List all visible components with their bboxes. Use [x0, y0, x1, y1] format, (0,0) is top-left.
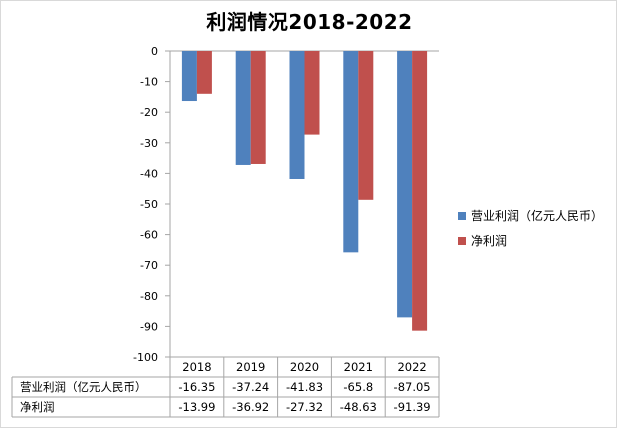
table-header-2019: 2019: [236, 360, 265, 374]
y-tick-label: -50: [140, 198, 158, 211]
table-cell: -36.92: [232, 400, 269, 414]
axis-layer: 0 -10 -20 -30 -40 -50 -60 -70 -80 -90 -100: [133, 45, 439, 364]
table-header-2020: 2020: [290, 360, 319, 374]
data-table: 2018 2019 2020 2021 2022 营业利润（亿元人民币） -16.35 -37…: [11, 356, 440, 418]
y-tick-label: -30: [140, 137, 158, 150]
y-tick-label: 0: [151, 45, 158, 58]
table-row-label: 净利润: [20, 400, 55, 414]
table-cell: -87.05: [394, 380, 431, 394]
table-cell: -41.83: [286, 380, 323, 394]
bar-operating-profit-2019: [235, 51, 251, 165]
bar-operating-profit-2018: [181, 51, 197, 102]
y-tick-label: -40: [140, 167, 158, 180]
bar-layer: [181, 51, 428, 331]
table-cell: -37.24: [232, 380, 269, 394]
legend-swatch-operating-profit: [458, 212, 466, 220]
table-cell: -91.39: [394, 400, 431, 414]
y-tick-label: -20: [140, 106, 158, 119]
table-cell: -48.63: [340, 400, 377, 414]
y-tick-label: -70: [140, 259, 158, 272]
table-header-2021: 2021: [344, 360, 373, 374]
table-cell: -16.35: [178, 380, 215, 394]
chart-title: 利润情况2018-2022: [206, 10, 413, 34]
table-row-label: 营业利润（亿元人民币）: [20, 380, 147, 394]
bar-operating-profit-2020: [289, 51, 305, 179]
y-tick-label: -100: [133, 351, 158, 364]
bar-net-profit-2022: [412, 51, 428, 331]
bar-net-profit-2018: [196, 51, 212, 94]
bar-net-profit-2019: [250, 51, 266, 164]
table-cell: -27.32: [286, 400, 323, 414]
legend-swatch-net-profit: [458, 237, 466, 245]
bar-operating-profit-2021: [343, 51, 359, 253]
table-cell: -65.8: [343, 380, 373, 394]
bar-operating-profit-2022: [397, 51, 413, 318]
legend-label: 净利润: [471, 234, 507, 248]
y-tick-label: -10: [140, 76, 158, 89]
y-tick-label: -80: [140, 290, 158, 303]
table-header-2018: 2018: [182, 360, 211, 374]
legend: 营业利润（亿元人民币） 净利润: [458, 208, 603, 248]
table-header-2022: 2022: [397, 360, 426, 374]
y-tick-label: -90: [140, 320, 158, 333]
bar-net-profit-2021: [358, 51, 374, 200]
table-cell: -13.99: [178, 400, 215, 414]
bar-net-profit-2020: [304, 51, 320, 135]
y-tick-label: -60: [140, 229, 158, 242]
legend-label: 营业利润（亿元人民币）: [471, 208, 603, 223]
